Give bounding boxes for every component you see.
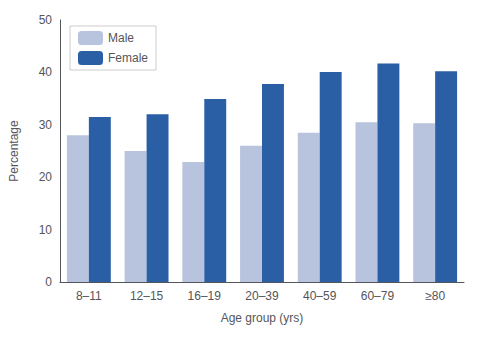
svg-text:Male: Male [108, 31, 134, 45]
svg-text:50: 50 [39, 13, 53, 27]
svg-text:40: 40 [39, 65, 53, 79]
svg-text:40–59: 40–59 [303, 289, 337, 303]
svg-text:≥80: ≥80 [425, 289, 445, 303]
svg-text:10: 10 [39, 223, 53, 237]
svg-text:60–79: 60–79 [361, 289, 395, 303]
svg-text:Percentage: Percentage [7, 120, 21, 182]
svg-text:0: 0 [45, 275, 52, 289]
svg-text:8–11: 8–11 [76, 289, 102, 303]
svg-text:20: 20 [39, 170, 53, 184]
svg-text:Female: Female [108, 51, 148, 65]
svg-text:12–15: 12–15 [130, 289, 164, 303]
svg-text:Age group (yrs): Age group (yrs) [221, 311, 304, 325]
svg-text:16–19: 16–19 [188, 289, 222, 303]
svg-text:20–39: 20–39 [245, 289, 279, 303]
svg-text:30: 30 [39, 118, 53, 132]
